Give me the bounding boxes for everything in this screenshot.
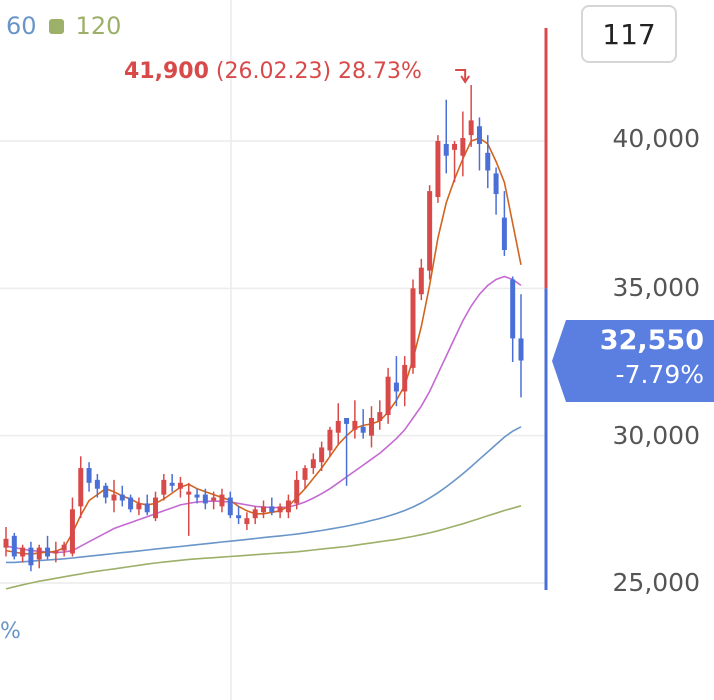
legend-ma120-label: 120 [75, 12, 122, 40]
candle-body [111, 494, 117, 501]
current-change: -7.79% [615, 360, 704, 389]
candle-body [460, 138, 466, 156]
candle-body [261, 506, 266, 513]
candle-body [78, 468, 84, 507]
legend-ma120-swatch [48, 18, 64, 34]
candle-body [45, 547, 51, 557]
candle-body [476, 126, 482, 144]
candle-body [236, 515, 242, 519]
candle-body [368, 417, 374, 436]
candle-body [177, 482, 183, 489]
candle-body [219, 494, 225, 507]
candle-body [443, 143, 449, 156]
candle-body [3, 538, 9, 548]
high-price-annotation: 41,900 (26.02.23) 28.73% [124, 59, 422, 84]
high-marker-arrowhead [460, 75, 470, 84]
candle-body [103, 485, 109, 498]
candle-body [11, 535, 17, 557]
candle-body [28, 547, 34, 566]
candle-body [277, 506, 283, 513]
candle-body [161, 479, 167, 495]
candle-body [136, 503, 142, 510]
candle-body [252, 509, 258, 519]
high-price-change: 28.73% [338, 59, 422, 84]
candle-body [352, 420, 358, 430]
candle-body [128, 497, 134, 510]
candle-body [468, 120, 474, 136]
high-price-value: 41,900 [124, 59, 209, 84]
candle-body [335, 420, 341, 433]
candle-body [310, 459, 316, 469]
current-price: 32,550 [599, 325, 704, 356]
candle-body [20, 547, 26, 557]
legend-ma60-label: 60 [6, 12, 37, 40]
candle-body [418, 267, 424, 295]
candle-body [377, 412, 383, 421]
candle-body [510, 279, 516, 339]
candle-body [410, 288, 416, 368]
candle-body [319, 447, 325, 463]
ma60-line [6, 426, 522, 564]
candle-body [94, 479, 100, 489]
candle-body [294, 479, 300, 504]
candle-body [302, 468, 308, 480]
y-tick-label: 30,000 [612, 421, 700, 450]
candle-body [202, 494, 208, 504]
candle-body [61, 544, 67, 551]
candle-body [269, 506, 275, 513]
candle-body [485, 152, 491, 171]
candle-body [69, 509, 75, 554]
candle-body [385, 376, 391, 416]
candle-body [53, 550, 59, 554]
current-price-tag: 32,550 -7.79% [552, 320, 714, 402]
candle-body [186, 491, 192, 495]
candle-body [227, 497, 233, 516]
y-tick-label: 35,000 [612, 273, 700, 302]
candle-body [518, 338, 524, 361]
price-tag-shape [552, 320, 714, 402]
high-price-date: (26.02.23) [215, 59, 332, 84]
candle-body [393, 382, 399, 392]
legend-fragment: % [0, 619, 21, 644]
candle-body [153, 497, 159, 519]
candle-body [194, 494, 200, 498]
candle-body [360, 426, 366, 433]
high-marker-arrow [455, 69, 467, 80]
candle-body [501, 217, 507, 251]
period-button[interactable]: 117 [581, 5, 677, 63]
candle-body [452, 143, 458, 150]
candle-body [493, 173, 499, 195]
y-tick-label: 40,000 [612, 124, 700, 153]
candle-body [211, 497, 217, 501]
ma120-line [5, 505, 522, 590]
candle-body [36, 547, 42, 560]
candle-body [344, 417, 350, 424]
candle-body [144, 503, 150, 513]
y-tick-label: 25,000 [612, 568, 700, 597]
candle-body [244, 518, 250, 525]
candle-body [427, 191, 433, 271]
candle-body [86, 468, 92, 483]
candle-body [435, 141, 441, 197]
candle-body [402, 364, 408, 392]
candle-body [119, 494, 125, 501]
candle-body [327, 429, 333, 451]
candle-body [169, 482, 175, 486]
ma-legend: 60 120 [6, 12, 121, 40]
candle-body [285, 500, 291, 513]
